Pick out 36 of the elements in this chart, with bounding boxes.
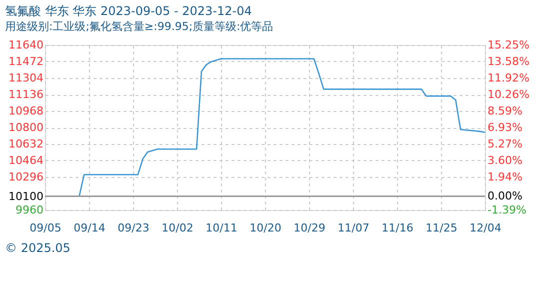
text: © 2025.05 bbox=[5, 241, 70, 255]
x-tick-label: 10/29 bbox=[294, 222, 326, 234]
y-tick-label: 11136 bbox=[8, 88, 44, 101]
x-tick-label: 11/07 bbox=[338, 222, 370, 234]
y2-tick-label: -1.39% bbox=[488, 204, 526, 216]
x-tick-label: 10/20 bbox=[250, 222, 282, 234]
x-tick-label: 11/25 bbox=[426, 222, 458, 234]
y-tick-label: 10296 bbox=[8, 170, 44, 184]
y2-tick-label: 3.60% bbox=[488, 154, 522, 168]
x-tick-label: 11/16 bbox=[382, 222, 414, 234]
y-tick-label: 11472 bbox=[8, 55, 44, 68]
y-tick-label: 11640 bbox=[8, 38, 44, 52]
y-tick-label: 11304 bbox=[8, 72, 44, 84]
y-tick-label: 10800 bbox=[8, 121, 44, 134]
y-tick-label: 10464 bbox=[8, 154, 44, 167]
chart-title: 氢氟酸 华东 华东 2023-09-05 - 2023-12-04 bbox=[5, 4, 252, 18]
y2-tick-label: 13.58% bbox=[488, 55, 530, 68]
y-tick-label: 9960 bbox=[16, 204, 44, 216]
y-tick-label: 10632 bbox=[8, 138, 44, 150]
y-tick-label: 10968 bbox=[8, 104, 44, 118]
x-tick-label: 09/23 bbox=[118, 222, 150, 234]
y2-tick-label: 11.92% bbox=[488, 72, 530, 85]
x-tick-label: 12/04 bbox=[470, 222, 502, 234]
y2-tick-label: 1.94% bbox=[488, 170, 522, 184]
chart-subtitle: 用途级别:工业级;氟化氢含量≥:99.95;质量等级:优等品 bbox=[5, 20, 274, 33]
y2-tick-label: 0.00% bbox=[488, 190, 522, 203]
y2-tick-label: 10.26% bbox=[488, 88, 530, 101]
x-tick-label: 09/14 bbox=[74, 222, 106, 234]
y2-tick-label: 5.27% bbox=[488, 137, 522, 150]
y-tick-label: 10100 bbox=[8, 190, 44, 203]
y2-tick-label: 8.59% bbox=[488, 104, 522, 118]
x-tick-label: 10/02 bbox=[162, 222, 194, 234]
y2-tick-label: 6.93% bbox=[488, 121, 522, 134]
x-tick-label: 10/11 bbox=[206, 222, 238, 234]
x-tick-label: 09/05 bbox=[30, 222, 62, 234]
y2-tick-label: 15.25% bbox=[488, 38, 530, 52]
